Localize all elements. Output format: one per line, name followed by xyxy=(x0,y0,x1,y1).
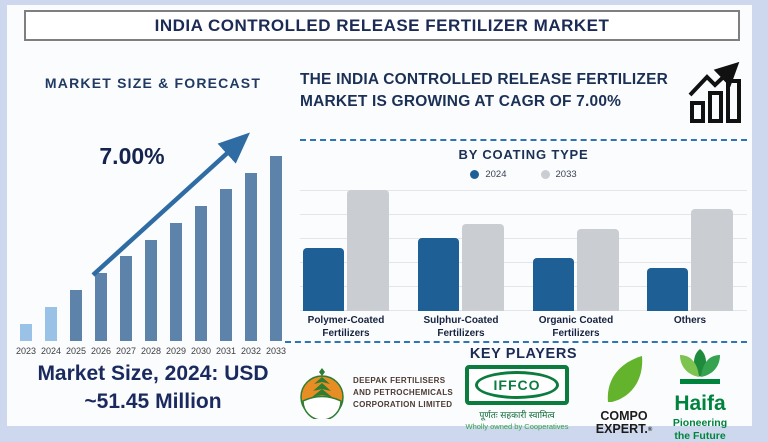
gridline xyxy=(300,190,747,191)
registered-mark: ® xyxy=(647,427,653,434)
forecast-bar-2024 xyxy=(45,307,57,341)
compo-name-line1: COMPO xyxy=(600,409,648,423)
gridline xyxy=(300,214,747,215)
forecast-bar-2032 xyxy=(245,173,257,341)
year-label: 2024 xyxy=(40,346,62,356)
haifa-tagline: Pioneering the Future xyxy=(661,417,739,442)
forecast-bar-2033 xyxy=(270,156,282,341)
legend-item-2024: 2024 xyxy=(470,169,507,180)
compo-expert-logo: COMPO EXPERT.® xyxy=(595,355,653,436)
gridline xyxy=(300,262,747,263)
year-label: 2027 xyxy=(115,346,137,356)
legend-label-2033: 2033 xyxy=(555,169,577,180)
forecast-bar-chart: 2023 2024 2025 2026 2027 2028 2029 2030 2031 2032… xyxy=(16,151,286,356)
headline: THE INDIA CONTROLLED RELEASE FERTILIZER … xyxy=(300,71,669,110)
forecast-bar-column: 2024 xyxy=(41,151,61,356)
market-size-line1: Market Size, 2024: USD xyxy=(37,362,269,385)
forecast-bar-column: 2025 xyxy=(66,151,86,356)
forecast-bar-column: 2028 xyxy=(141,151,161,356)
legend-dot-2033 xyxy=(540,170,550,179)
year-label: 2023 xyxy=(15,346,37,356)
year-label: 2032 xyxy=(240,346,262,356)
dashed-divider-top xyxy=(300,139,747,141)
forecast-bar-2026 xyxy=(95,273,107,341)
coating-bar-2024-4 xyxy=(647,268,688,311)
forecast-bar-column: 2031 xyxy=(216,151,236,356)
infographic-canvas: INDIA CONTROLLED RELEASE FERTILIZER MARK… xyxy=(7,5,752,442)
year-label: 2030 xyxy=(190,346,212,356)
coating-bar-2024-1 xyxy=(303,248,344,311)
iffco-logo: IFFCO पूर्णतः सहकारी स्वामित्व Wholly ow… xyxy=(465,365,569,431)
deepak-name-line1: DEEPAK FERTILISERS xyxy=(353,376,446,385)
deepak-name-line2: AND PETROCHEMICALS xyxy=(353,388,454,397)
coating-bar-2024-3 xyxy=(533,258,574,311)
forecast-bar-2028 xyxy=(145,240,157,341)
forecast-bar-column: 2029 xyxy=(166,151,186,356)
haifa-tagline-line2: the Future xyxy=(674,429,726,442)
coating-chart-title: BY COATING TYPE xyxy=(458,147,589,162)
legend-item-2033: 2033 xyxy=(540,169,577,180)
page-title: INDIA CONTROLLED RELEASE FERTILIZER MARK… xyxy=(154,15,610,35)
iffco-hindi-tagline: पूर्णतः सहकारी स्वामित्व xyxy=(479,410,555,420)
coating-bar-2033-3 xyxy=(577,229,619,311)
market-size-text: Market Size, 2024: USD ~51.45 Million xyxy=(7,360,299,415)
deepak-fertilisers-logo: DEEPAK FERTILISERS AND PETROCHEMICALS CO… xyxy=(298,367,453,419)
iffco-tagline: Wholly owned by Cooperatives xyxy=(465,422,569,431)
year-label: 2029 xyxy=(165,346,187,356)
forecast-bar-column: 2023 xyxy=(16,151,36,356)
forecast-bar-2025 xyxy=(70,290,82,341)
market-size-line2: ~51.45 Million xyxy=(84,389,222,413)
legend-label-2024: 2024 xyxy=(485,169,507,180)
deepak-logo-icon xyxy=(300,368,344,419)
gridline xyxy=(300,286,747,287)
forecast-bar-column: 2030 xyxy=(191,151,211,356)
iffco-logo-box: IFFCO xyxy=(465,365,569,405)
gridline xyxy=(300,238,747,239)
forecast-bar-2023 xyxy=(20,324,32,341)
compo-name-line2: EXPERT.® xyxy=(595,422,653,437)
forecast-bar-column: 2026 xyxy=(91,151,111,356)
year-label: 2031 xyxy=(215,346,237,356)
gridline xyxy=(300,310,747,311)
category-label: Others xyxy=(673,315,707,326)
forecast-bar-2027 xyxy=(120,256,132,341)
compo-leaf-icon xyxy=(607,356,643,402)
deepak-name: DEEPAK FERTILISERS AND PETROCHEMICALS CO… xyxy=(353,375,453,411)
forecast-heading: MARKET SIZE & FORECAST xyxy=(44,75,262,91)
category-label: Sulphur-Coated Fertilizers xyxy=(423,315,499,339)
haifa-leaves-icon xyxy=(680,349,720,384)
growth-chart-icon xyxy=(688,61,741,123)
deepak-name-line3: CORPORATION LIMITED xyxy=(353,400,453,409)
coating-bar-2033-1 xyxy=(347,190,389,311)
page-title-box: INDIA CONTROLLED RELEASE FERTILIZER MARK… xyxy=(24,10,740,41)
year-label: 2026 xyxy=(90,346,112,356)
cagr-value: 7.00% xyxy=(99,143,165,169)
key-players-heading: KEY PLAYERS xyxy=(469,346,578,362)
category-label: Polymer-Coated Fertilizers xyxy=(307,315,385,339)
iffco-logo-text: IFFCO xyxy=(475,371,559,399)
haifa-logo: Haifa Pioneering the Future xyxy=(661,347,739,442)
coating-bar-2033-4 xyxy=(691,209,733,311)
forecast-bar-2030 xyxy=(195,206,207,341)
forecast-bar-2029 xyxy=(170,223,182,341)
compo-expert-name: COMPO EXPERT.® xyxy=(595,409,653,437)
forecast-bar-column: 2032 xyxy=(241,151,261,356)
year-label: 2028 xyxy=(140,346,162,356)
coating-bar-2033-2 xyxy=(462,224,504,311)
trend-arrow-icon xyxy=(91,132,250,277)
coating-bar-2024-2 xyxy=(418,238,459,311)
coating-chart-legend: 2024 2033 xyxy=(300,169,747,180)
dashed-divider-bottom xyxy=(285,341,747,343)
haifa-name: Haifa xyxy=(674,392,726,415)
year-label: 2025 xyxy=(65,346,87,356)
haifa-tagline-line1: Pioneering xyxy=(672,417,728,429)
forecast-bar-column: 2033 xyxy=(266,151,286,356)
category-label: Organic Coated Fertilizers xyxy=(538,315,614,339)
legend-dot-2024 xyxy=(470,170,480,179)
forecast-bar-column: 2027 xyxy=(116,151,136,356)
year-label: 2033 xyxy=(265,346,287,356)
forecast-bar-2031 xyxy=(220,189,232,341)
